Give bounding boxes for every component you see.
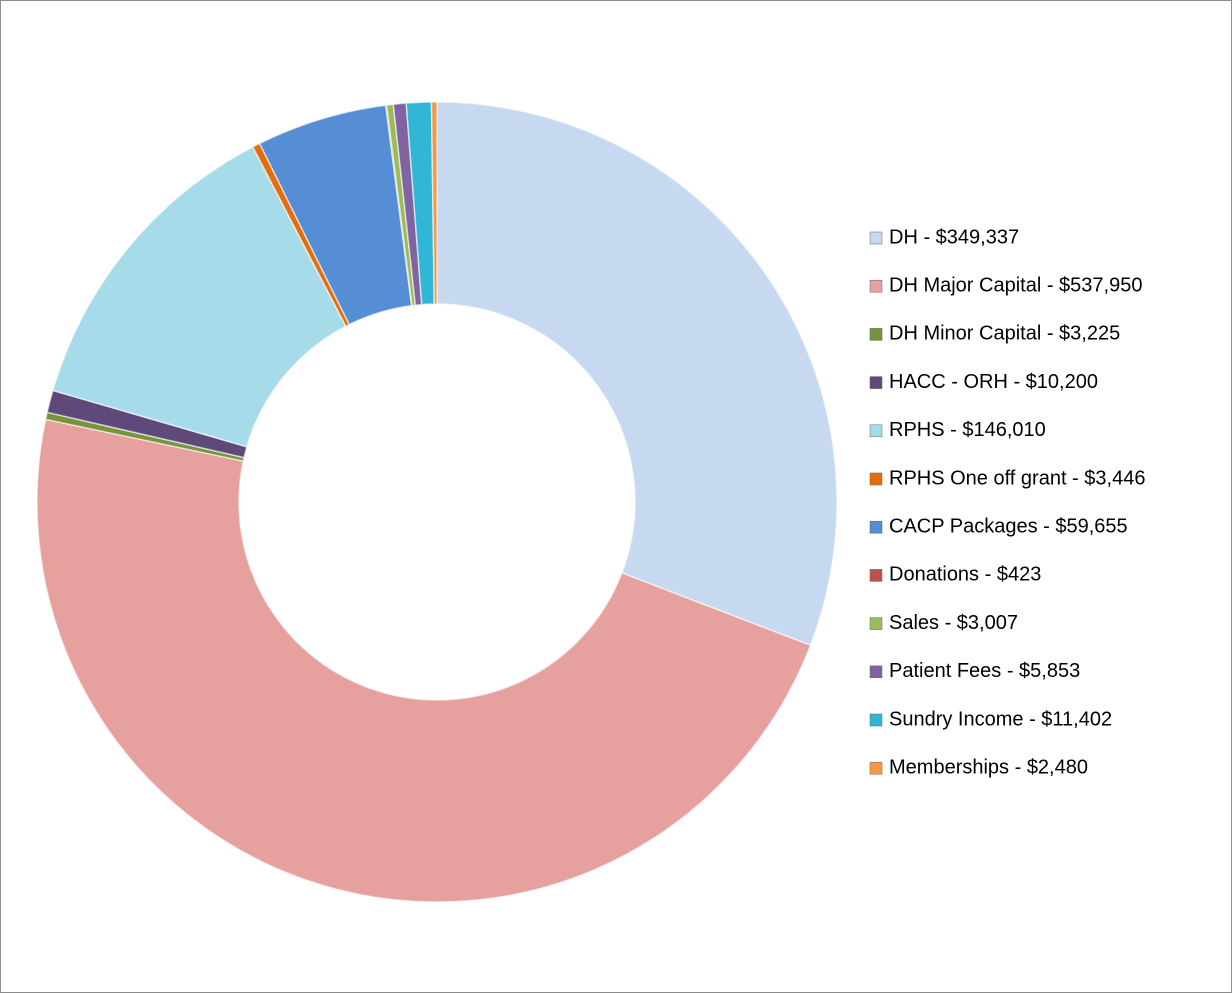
donut-slice [36,418,812,903]
legend-label: Patient Fees - $5,853 [889,660,1080,682]
legend-label: HACC - ORH - $10,200 [889,371,1098,393]
legend-label: RPHS - $146,010 [889,419,1046,441]
legend-swatch [869,472,883,486]
legend-label: DH - $349,337 [889,226,1019,248]
legend-swatch [869,665,883,679]
legend-swatch [869,279,883,293]
legend-swatch [869,231,883,245]
legend-swatch [869,376,883,389]
legend-swatch [869,424,883,438]
legend-label: Memberships - $2,480 [889,756,1088,778]
legend-swatch [869,520,883,534]
legend-swatch [869,761,883,775]
legend-label: DH Major Capital - $537,950 [889,274,1142,296]
legend-label: Sundry Income - $11,402 [889,708,1112,730]
legend-label: Donations - $423 [889,564,1041,586]
legend-label: CACP Packages - $59,655 [889,515,1128,537]
legend-swatch [869,713,883,727]
legend-swatch [869,569,883,582]
legend-label: RPHS One off grant - $3,446 [889,467,1145,489]
donut-slice [51,145,347,448]
legend-swatch [869,617,883,630]
donut-slice [430,101,438,305]
legend-swatch [869,328,883,341]
legend-label: Sales - $3,007 [889,612,1018,634]
legend-label: DH Minor Capital - $3,225 [889,323,1120,345]
donut-slice [436,101,838,647]
